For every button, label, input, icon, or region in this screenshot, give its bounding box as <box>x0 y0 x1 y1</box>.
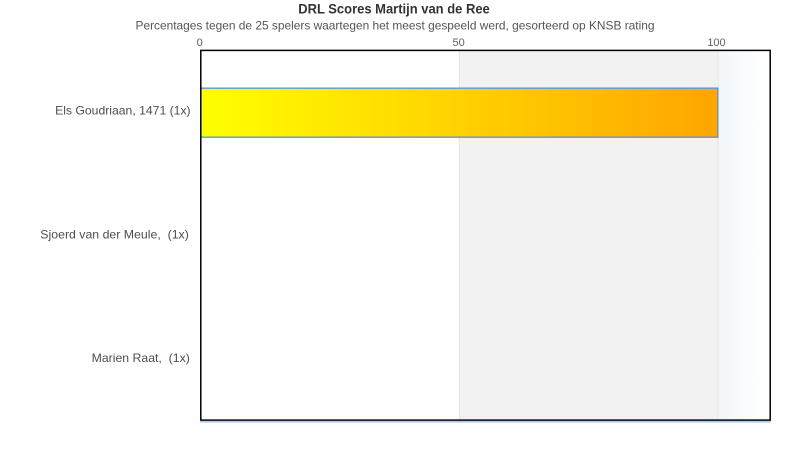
svg-text:DRL Scores Martijn van de Ree: DRL Scores Martijn van de Ree <box>298 0 490 16</box>
svg-text:Sjoerd van der Meule, (1x): Sjoerd van der Meule, (1x) <box>40 227 189 241</box>
svg-text:100: 100 <box>707 37 725 49</box>
svg-text:Percentages tegen de 25 speler: Percentages tegen de 25 spelers waartege… <box>136 19 655 33</box>
svg-text:Els Goudriaan, 1471 (1x): Els Goudriaan, 1471 (1x) <box>55 104 191 118</box>
svg-text:Marien Raat, (1x): Marien Raat, (1x) <box>92 351 190 365</box>
svg-text:0: 0 <box>197 37 203 49</box>
svg-text:50: 50 <box>452 37 464 49</box>
